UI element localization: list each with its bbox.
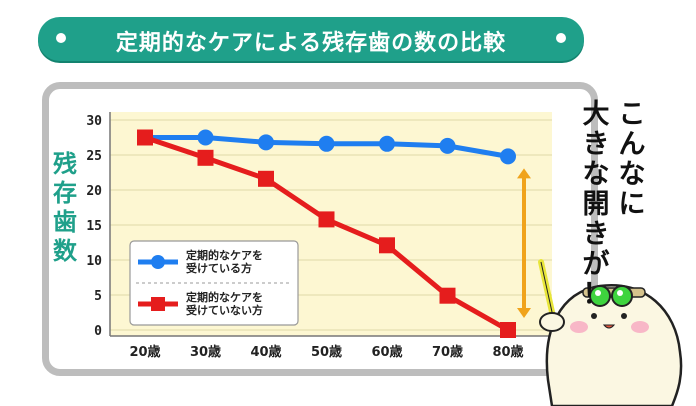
side-caption: こんなに 大きな開きが！ [548, 100, 648, 310]
series-0-point [197, 129, 214, 146]
mascot-cheek-left [570, 321, 588, 333]
legend-label-1: 受けていない方 [186, 303, 263, 317]
side-caption-line-2: 大きな開きが！ [580, 100, 612, 310]
y-tick-label: 5 [94, 289, 102, 304]
side-caption-char-1-2: な [582, 159, 610, 190]
mascot-pointer-outline [540, 261, 553, 313]
series-0-point [500, 148, 516, 165]
y-axis-label-char-0: 残 [53, 150, 77, 178]
mascot-goggle-right [611, 285, 633, 307]
side-caption-char-1-6: ！ [582, 279, 610, 310]
mascot-character [538, 259, 683, 406]
banner-dot-right [556, 33, 566, 43]
y-tick-labels: 0 5 10 15 20 25 30 [86, 114, 102, 339]
y-tick-label: 10 [86, 254, 102, 269]
mascot-eye-left [591, 313, 597, 319]
y-axis-label-char-1: 存 [53, 179, 77, 207]
series-1-point [439, 287, 456, 304]
series-layer [137, 129, 516, 338]
side-caption-char-0-3: に [618, 189, 646, 220]
x-tick-label: 70歳 [432, 344, 463, 360]
x-tick-label: 20歳 [129, 344, 160, 360]
series-0-point [439, 137, 456, 154]
side-caption-char-1-1: き [582, 129, 610, 160]
mascot-mouth [602, 324, 616, 329]
series-0-point [318, 135, 335, 152]
gap-arrow-head-top [517, 168, 531, 179]
series-0-point [258, 134, 274, 151]
title-banner: 定期的なケアによる残存歯の数の比較 [38, 17, 584, 61]
x-tick-labels: 20歳 30歳 40歳 50歳 60歳 70歳 80歳 [129, 344, 523, 360]
mascot-goggle-left [589, 285, 611, 307]
mascot-goggle-shine-right [617, 290, 623, 296]
legend-marker-0 [151, 255, 165, 269]
banner-dot-left [56, 33, 66, 43]
series-1-point [197, 149, 214, 166]
side-caption-char-0-0: こ [618, 99, 646, 130]
side-caption-char-0-1: ん [618, 129, 646, 160]
y-axis-label-char-2: 歯 [53, 208, 77, 236]
legend-label-0: 受けている方 [186, 261, 252, 275]
x-tick-label: 80歳 [492, 344, 523, 360]
gap-arrow [517, 168, 531, 318]
side-caption-char-1-0: 大 [582, 99, 610, 130]
mascot-cheek-right [631, 321, 649, 333]
y-tick-label: 25 [86, 149, 102, 164]
y-tick-label: 30 [86, 114, 102, 129]
series-0-point [379, 135, 395, 152]
y-tick-label: 20 [86, 184, 102, 199]
series-1-point [379, 237, 395, 254]
y-axis-label-char-3: 数 [53, 237, 77, 265]
x-tick-label: 40歳 [250, 344, 281, 360]
series-1-point [137, 129, 153, 146]
gap-arrow-head-bottom [517, 308, 531, 318]
x-tick-label: 50歳 [311, 344, 342, 360]
side-caption-char-1-5: が [582, 249, 610, 280]
series-1-point [500, 322, 516, 338]
legend-label-1: 定期的なケアを [186, 290, 263, 304]
mascot-goggle-shine-left [595, 290, 601, 296]
series-1-point [258, 170, 274, 187]
chart-title: 定期的なケアによる残存歯の数の比較 [115, 31, 507, 56]
y-axis-label: 残存歯数 [50, 150, 80, 266]
x-tick-label: 60歳 [371, 344, 402, 360]
mascot-eye-right [621, 313, 627, 319]
y-tick-label: 15 [86, 219, 102, 234]
legend-marker-1 [151, 297, 165, 311]
legend-label-0: 定期的なケアを [186, 248, 263, 262]
y-tick-label: 0 [94, 324, 102, 339]
mascot-hand [539, 312, 565, 332]
side-caption-char-0-2: な [618, 159, 646, 190]
side-caption-char-1-4: き [582, 219, 610, 250]
side-caption-char-1-3: 開 [582, 189, 610, 220]
series-1-point [318, 211, 335, 228]
side-caption-line-1: こんなに [616, 100, 648, 220]
x-tick-label: 30歳 [190, 344, 221, 360]
